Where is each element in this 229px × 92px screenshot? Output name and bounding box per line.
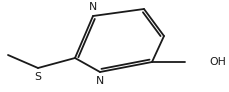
Text: OH: OH	[209, 57, 225, 67]
Text: N: N	[95, 76, 104, 86]
Text: S: S	[34, 72, 41, 82]
Text: N: N	[88, 2, 97, 12]
